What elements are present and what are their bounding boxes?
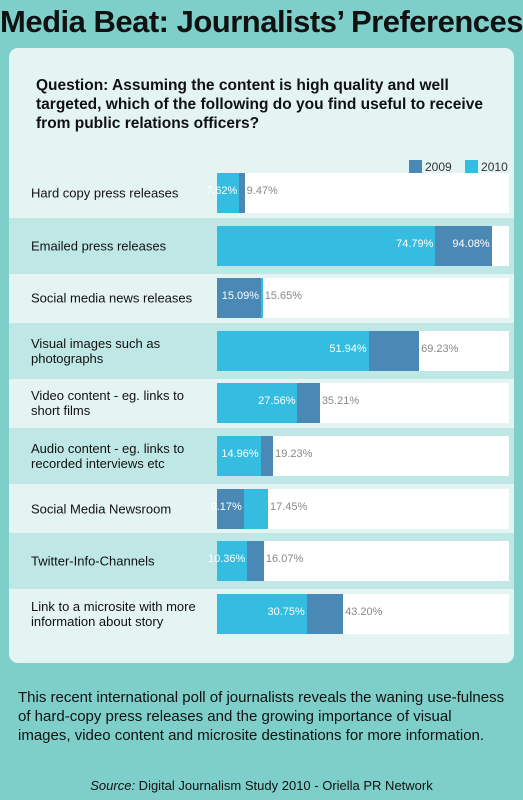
bar-track: 27.56% 35.21%: [217, 383, 509, 424]
data-label-outer: 17.45%: [269, 500, 308, 513]
data-label-outer: 69.23%: [421, 342, 459, 355]
bar-track: 15.09% 15.65%: [217, 278, 509, 319]
legend-label-2009: 2009: [425, 160, 452, 174]
bar-2009: [217, 488, 244, 529]
source-text: Digital Journalism Study 2010 - Oriella …: [135, 778, 433, 793]
bar-track: 7.62% 9.47%: [206, 173, 509, 213]
bar-2009: [217, 278, 262, 319]
data-label-outer: 19.23%: [275, 448, 313, 460]
chart-row: Audio content - eg. links to recorded in…: [9, 428, 514, 484]
legend-label-2010: 2010: [481, 160, 508, 174]
category-label: Link to a microsite with more informatio…: [31, 598, 196, 629]
footer-text: This recent international poll of journa…: [18, 689, 505, 744]
chart-row: Visual images such as photographs 51.94% 6…: [9, 322, 514, 379]
bar-2010: [217, 436, 261, 476]
data-label-inner: 14.96%: [221, 448, 259, 460]
bar-2010: [217, 225, 436, 266]
data-label-outer: 16.07%: [265, 553, 304, 566]
chart-row: Link to a microsite with more informatio…: [9, 586, 514, 642]
bar-2010: [217, 383, 298, 424]
bar-track: 74.79% 94.08%: [217, 225, 509, 266]
category-label: Video content - eg. links to short films: [31, 388, 184, 419]
category-label: Emailed press releases: [31, 238, 167, 254]
data-label-outer: 9.47%: [246, 185, 278, 197]
data-label-outer: 35.21%: [321, 395, 360, 408]
question-text: Question: Assuming the content is high q…: [36, 77, 483, 132]
legend-swatch-2009: [409, 160, 422, 173]
chart-row: Emailed press releases 74.79% 94.08%: [9, 217, 514, 274]
chart-row: Hard copy press releases 7.62% 9.47%: [9, 165, 514, 221]
bar-2010: [217, 173, 240, 213]
data-label-inner: 7.62%: [206, 185, 238, 197]
data-label-inner: 15.09%: [221, 290, 260, 303]
category-label: Visual images such as photographs: [31, 335, 161, 366]
source-prefix: Source:: [90, 778, 136, 793]
data-label-inner: 9.17%: [210, 500, 242, 513]
chart-row: Twitter-Info-Channels 10.36% 16.07%: [9, 533, 514, 590]
data-label-outer: 15.65%: [264, 290, 302, 303]
bar-track: 10.36% 16.07%: [208, 541, 509, 582]
bar-track: 9.17% 17.45%: [211, 488, 509, 529]
data-label-inner: 30.75%: [267, 605, 305, 618]
data-label-inner: 10.36%: [207, 553, 246, 566]
bar-track: 51.94% 69.23%: [217, 330, 509, 371]
page-title: Media Beat: Journalists’ Preferences: [0, 4, 523, 39]
category-label: Audio content - eg. links to recorded in…: [31, 441, 185, 471]
bar-2010: [217, 593, 307, 634]
category-label: Hard copy press releases: [31, 185, 179, 201]
bar-2010: [217, 541, 248, 582]
bar-track: 30.75% 43.20%: [217, 593, 509, 634]
data-label-outer: 94.08%: [452, 237, 490, 250]
category-label: Twitter-Info-Channels: [31, 553, 155, 569]
chart-row: Social Media Newsroom 9.17% 17.45%: [9, 481, 514, 537]
data-label-inner: 51.94%: [329, 342, 367, 355]
data-label-inner: 27.56%: [258, 395, 296, 408]
data-label-inner: 74.79%: [396, 237, 434, 250]
bar-track: 14.96% 19.23%: [217, 436, 509, 476]
chart-legend: 2009 2010: [409, 160, 518, 176]
chart-row: Video content - eg. links to short films…: [9, 375, 514, 431]
chart-row: Social media news releases 15.09% 15.65%: [9, 270, 514, 326]
data-label-outer: 43.20%: [345, 605, 383, 618]
source-line: Source: Digital Journalism Study 2010 - …: [0, 778, 523, 793]
bar-2010: [217, 330, 369, 371]
category-label: Social Media Newsroom: [31, 501, 172, 517]
legend-swatch-2010: [465, 160, 479, 173]
category-label: Social media news releases: [31, 290, 193, 306]
